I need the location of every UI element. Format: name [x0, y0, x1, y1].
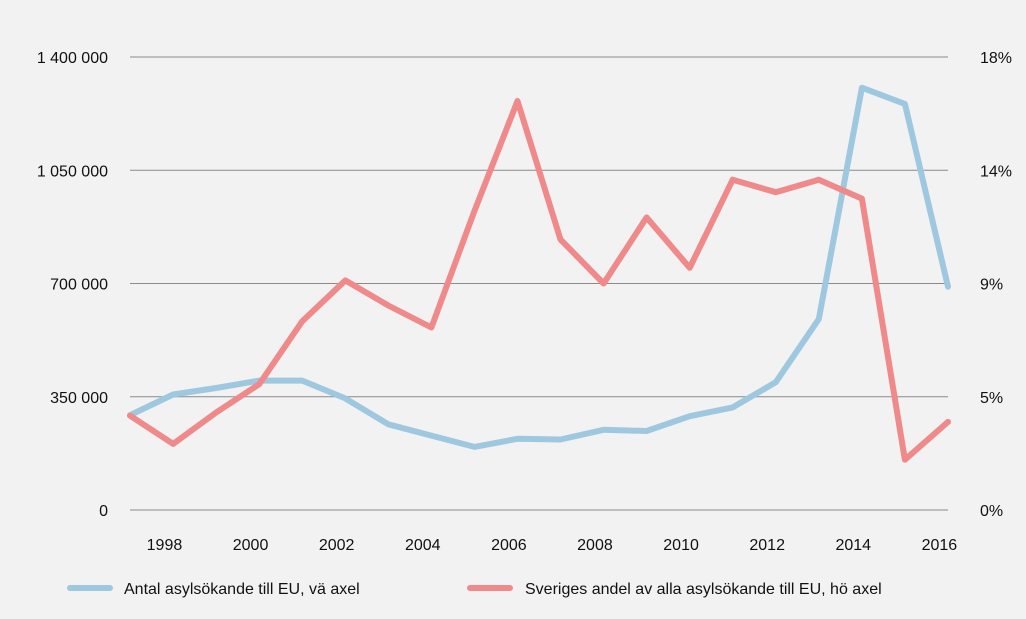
series-line-asylum-seekers — [127, 84, 951, 450]
line-chart: 0 350 000 700 000 1 050 000 1 400 000 0% 5% 9%… — [37, 50, 1012, 598]
right-tick-label: 18% — [980, 50, 1012, 67]
x-tick-label: 1998 — [147, 537, 183, 554]
x-tick-label: 2000 — [233, 537, 269, 554]
x-tick-label: 2016 — [922, 537, 958, 554]
right-tick-label: 14% — [980, 163, 1012, 180]
chart-container: 0 350 000 700 000 1 050 000 1 400 000 0% 5% 9%… — [10, 10, 1021, 619]
series — [127, 84, 951, 463]
legend-label-asylum-seekers: Antal asylsökande till EU, vä axel — [124, 581, 360, 598]
left-tick-label: 0 — [99, 503, 108, 520]
x-tick-label: 2004 — [405, 537, 441, 554]
left-tick-label: 1 400 000 — [37, 50, 108, 67]
right-tick-label: 0% — [980, 503, 1003, 520]
left-tick-label: 350 000 — [50, 390, 108, 407]
legend-label-sweden-share: Sveriges andel av alla asylsökande till … — [525, 581, 882, 598]
right-axis-ticks: 0% 5% 9% 14% 18% — [980, 50, 1012, 520]
x-tick-label: 2006 — [491, 537, 527, 554]
x-tick-label: 2008 — [577, 537, 613, 554]
left-axis-ticks: 0 350 000 700 000 1 050 000 1 400 000 — [37, 50, 108, 520]
right-tick-label: 5% — [980, 390, 1003, 407]
left-tick-label: 1 050 000 — [37, 163, 108, 180]
grid — [130, 56, 948, 511]
x-tick-label: 2014 — [835, 537, 871, 554]
x-axis-ticks: 1998 2000 2002 2004 2006 2008 2010 2012 2014 2016 — [147, 537, 958, 554]
x-tick-label: 2002 — [319, 537, 355, 554]
x-tick-label: 2010 — [663, 537, 699, 554]
x-tick-label: 2012 — [749, 537, 785, 554]
right-tick-label: 9% — [980, 277, 1003, 294]
left-tick-label: 700 000 — [50, 277, 108, 294]
legend: Antal asylsökande till EU, vä axel Sveri… — [67, 581, 882, 598]
series-line-sweden-share — [127, 98, 951, 463]
